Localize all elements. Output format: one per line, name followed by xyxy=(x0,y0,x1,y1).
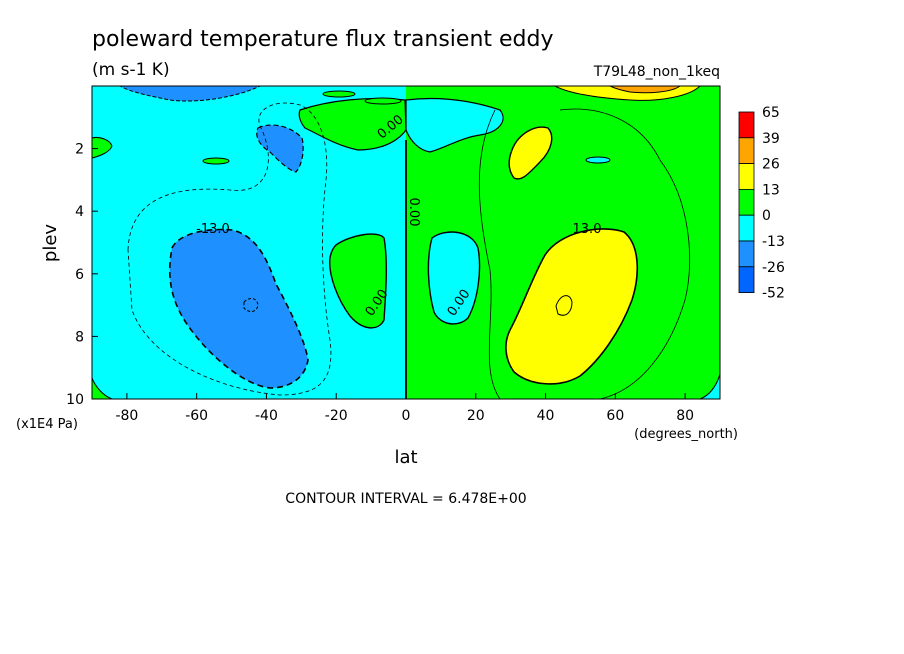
y-axis-units: (x1E4 Pa) xyxy=(16,417,78,432)
colorbar-level-label: 0 xyxy=(762,208,771,224)
sh-bottom-positive-corner xyxy=(92,377,113,399)
y-tick-label: 2 xyxy=(75,142,84,158)
nh-top-peak-strip xyxy=(609,86,681,94)
chart-units: (m s-1 K) xyxy=(92,60,170,80)
x-tick-label: -80 xyxy=(115,408,138,424)
sh-small-positive-region xyxy=(202,157,230,165)
x-tick-label: 40 xyxy=(537,408,555,424)
colorbar-swatch xyxy=(738,163,755,190)
sh-midlevel-positive-region xyxy=(329,233,388,329)
colorbar: 65 39 26 13 0 -13 -26 -52 xyxy=(738,105,785,302)
sh-upper-negative-core xyxy=(256,124,304,173)
colorbar-swatch xyxy=(738,188,755,216)
nh-bottom-negative-corner xyxy=(699,373,720,399)
y-tick-label: 8 xyxy=(75,329,84,345)
nh-upper-negative-region xyxy=(405,97,504,153)
sh-weak-negative-contour xyxy=(127,102,332,396)
colorbar-swatch xyxy=(738,240,755,268)
colorbar-swatch xyxy=(738,214,755,242)
sh-upper-positive-region xyxy=(298,97,407,151)
y-tick-label: 6 xyxy=(75,267,84,283)
colorbar-swatch xyxy=(738,137,755,165)
sh-midlevel-negative-core xyxy=(168,228,309,389)
colorbar-level-label: 26 xyxy=(762,157,780,173)
nh-small-negative-region xyxy=(585,156,611,164)
y-axis: 2 4 6 8 10 xyxy=(66,142,98,408)
sh-top-positive-region xyxy=(322,90,356,98)
x-tick-label: 20 xyxy=(467,408,485,424)
y-axis-label: plev xyxy=(40,224,61,263)
x-axis-label: lat xyxy=(394,447,417,468)
y-tick-label: 10 xyxy=(66,392,84,408)
sh-edge-positive-region xyxy=(92,137,113,159)
x-tick-label: 0 xyxy=(402,408,411,424)
colorbar-swatch xyxy=(738,111,755,139)
colorbar-level-label: 13 xyxy=(762,182,780,198)
x-axis-units: (degrees_north) xyxy=(634,427,738,442)
colorbar-level-label: 39 xyxy=(762,131,780,147)
contour-label-zero-2: 0.00 xyxy=(406,198,421,227)
x-tick-label: -60 xyxy=(185,408,208,424)
nh-upper-positive-core xyxy=(508,126,553,180)
nh-weak-positive-contour-1 xyxy=(478,109,501,399)
nh-midlevel-negative-region xyxy=(427,231,481,325)
x-tick-label: -40 xyxy=(255,408,278,424)
contour-label-neg13: -13.0 xyxy=(196,222,230,237)
colorbar-level-label: 65 xyxy=(762,105,780,121)
x-tick-label: -20 xyxy=(325,408,348,424)
nh-positive-peak-contour xyxy=(555,295,573,316)
x-tick-label: 60 xyxy=(606,408,624,424)
colorbar-swatch xyxy=(738,266,755,293)
y-tick-label: 4 xyxy=(75,204,84,220)
chart-title: poleward temperature flux transient eddy xyxy=(92,27,554,52)
colorbar-level-label: -26 xyxy=(762,260,785,276)
sh-top-positive-region-2 xyxy=(364,97,402,105)
run-label: T79L48_non_1keq xyxy=(593,64,720,80)
sh-top-negative-strip xyxy=(119,86,261,102)
colorbar-level-label: -13 xyxy=(762,234,785,250)
plot-area: -13.0 0.00 0.00 0.00 0.00 13.0 xyxy=(91,85,721,400)
nh-weak-positive-contour-2 xyxy=(559,108,691,399)
contour-label-pos13: 13.0 xyxy=(573,222,602,237)
x-axis: -80 -60 -40 -20 0 20 40 60 80 xyxy=(115,393,694,424)
x-tick-label: 80 xyxy=(676,408,694,424)
colorbar-level-label: -52 xyxy=(762,286,785,302)
sh-negative-peak-contour xyxy=(243,297,259,313)
contour-interval-note: CONTOUR INTERVAL = 6.478E+00 xyxy=(285,491,526,507)
